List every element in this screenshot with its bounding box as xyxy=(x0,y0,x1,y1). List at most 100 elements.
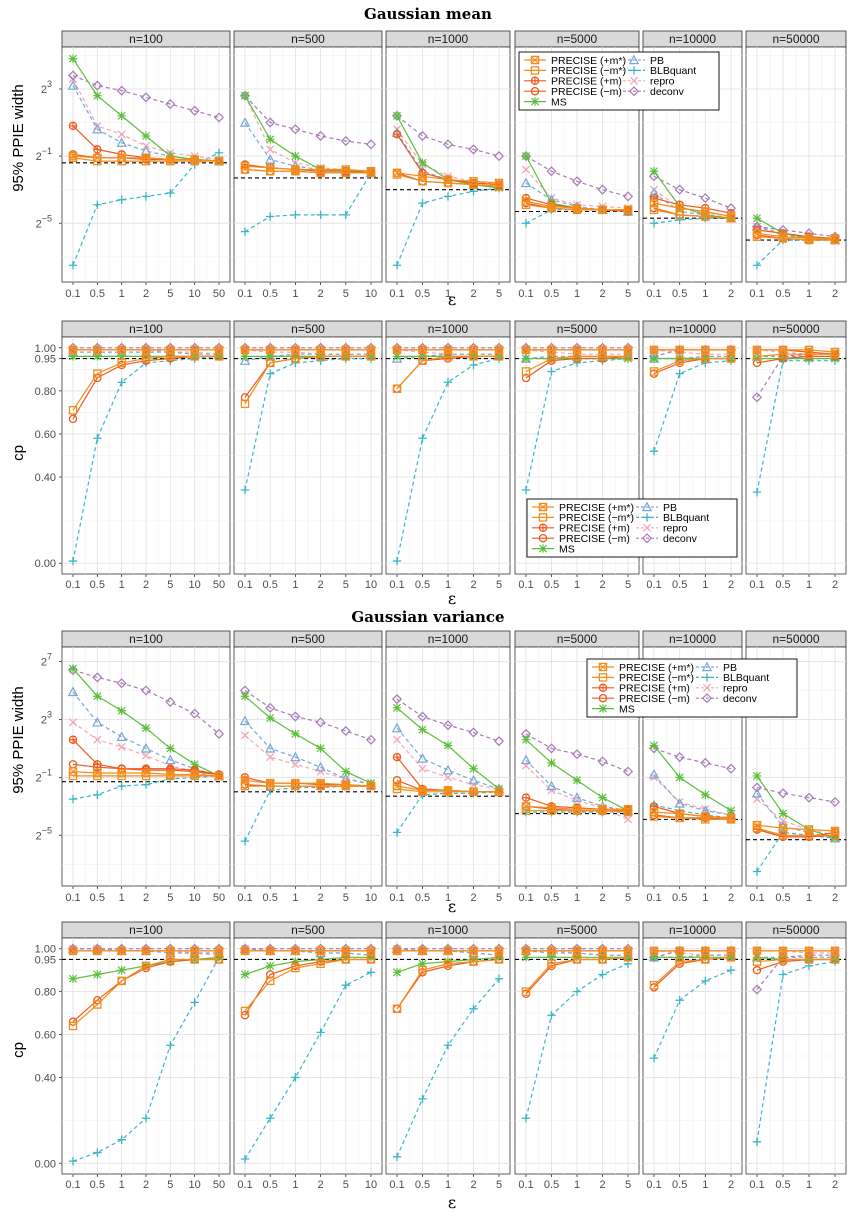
legend-label-blb: BLBquant xyxy=(663,512,709,524)
point-pb xyxy=(264,742,276,753)
y-ticks-mean_width: 2−5 2−1 23 xyxy=(36,79,62,230)
point-blb xyxy=(117,1135,126,1144)
point-ms xyxy=(392,352,402,361)
series-line-mm_star xyxy=(653,956,732,986)
panel-var_cp-3: n=5000 0.1 0.5 1 2 5 xyxy=(514,921,640,1191)
point-ms xyxy=(521,151,531,161)
legend-item-blb: BLBquant xyxy=(696,672,769,684)
ylabel-mean-cp: cp xyxy=(10,445,27,461)
y-tick-label: 23 xyxy=(41,709,52,726)
x-ticks: 0.1 0.5 1 2 xyxy=(646,282,734,300)
x-tick-label: 0.5 xyxy=(415,892,430,904)
point-pm_star xyxy=(316,165,325,174)
series-line-deconv xyxy=(653,747,732,770)
point-pm_star xyxy=(804,345,814,355)
point-pm_star xyxy=(547,345,556,355)
series-line-mm_star xyxy=(756,353,835,357)
series-pm_star xyxy=(521,345,633,355)
x-ticks: 0.1 0.5 1 2 xyxy=(749,1174,838,1191)
x-tick-label: 0.5 xyxy=(263,1179,278,1191)
point-pm_star xyxy=(701,812,710,821)
point-deconv xyxy=(700,757,711,768)
x-tick-label: 2 xyxy=(318,288,324,300)
x-tick-label: 2 xyxy=(143,1179,149,1191)
point-mm xyxy=(778,354,788,363)
legend-marker-pb xyxy=(701,661,713,672)
facet-label: n=5000 xyxy=(557,322,598,336)
point-pm_star xyxy=(93,345,102,355)
legend-marker-ms xyxy=(598,704,608,713)
point-ms xyxy=(366,953,376,962)
point-mm_star xyxy=(316,959,325,968)
row-var_width: 2−5 2−1 23 27 n=100 0.1 0.5 1 2 5 10 50 n=500 0.1 0.5 1… xyxy=(36,630,847,904)
gridlines xyxy=(643,938,742,1174)
x-tick-label: 0.1 xyxy=(749,579,764,591)
gridlines xyxy=(62,938,230,1174)
x-tick-label: 2 xyxy=(728,892,734,904)
legend-label-repro: repro xyxy=(650,76,675,88)
point-mm_star xyxy=(521,987,531,996)
point-pm_star xyxy=(443,786,453,795)
legend-marker-mm xyxy=(538,533,548,543)
x-tick-label: 0.5 xyxy=(672,579,687,591)
point-deconv xyxy=(239,90,251,101)
point-blb xyxy=(418,1094,427,1104)
point-mm_star xyxy=(701,212,710,221)
point-blb xyxy=(778,970,788,979)
series-line-blb xyxy=(653,804,732,819)
x-tick-label: 10 xyxy=(365,1179,377,1191)
point-blb xyxy=(752,487,762,497)
series-blb xyxy=(649,965,736,1063)
point-mm_star xyxy=(443,959,453,968)
point-ms xyxy=(675,354,684,363)
point-ms xyxy=(494,953,504,962)
legend-item-mm: PRECISE (−m) xyxy=(592,693,690,705)
series-line-mm_star xyxy=(756,827,835,836)
point-pm_star xyxy=(726,946,736,956)
point-pm_star xyxy=(623,946,633,956)
legend-marker-deconv xyxy=(628,86,640,97)
panel-var_width-2: n=1000 0.1 0.5 1 2 5 xyxy=(385,630,511,904)
facet-label: n=100 xyxy=(129,322,163,336)
y-tick-label: 0.80 xyxy=(35,386,56,398)
point-pm_star xyxy=(572,804,582,814)
x-tick-label: 2 xyxy=(832,892,838,904)
point-deconv xyxy=(290,711,301,722)
facet-label: n=100 xyxy=(129,32,163,46)
series-line-mm xyxy=(756,355,835,364)
point-ms xyxy=(418,725,427,734)
x-tick-label: 0.5 xyxy=(775,579,790,591)
x-tick-label: 0.1 xyxy=(646,892,661,904)
point-pb xyxy=(290,751,301,762)
point-pm_star xyxy=(701,946,710,956)
series-mm_star xyxy=(68,955,224,1031)
point-deconv xyxy=(391,694,403,705)
point-pm_star xyxy=(494,178,504,188)
series-line-mm xyxy=(653,814,732,820)
point-pm_star xyxy=(265,345,275,355)
point-mm_star xyxy=(778,955,788,964)
series-pm_star xyxy=(521,946,633,956)
series-line-pm xyxy=(756,828,836,838)
point-ms xyxy=(598,793,607,802)
legend-item-repro: repro xyxy=(636,523,688,535)
series-ms xyxy=(392,953,504,977)
series-pm_star xyxy=(752,345,840,357)
point-ms xyxy=(291,352,300,361)
point-blb xyxy=(266,786,275,795)
point-blb xyxy=(675,369,684,378)
legend-label-deconv: deconv xyxy=(663,533,698,545)
facet-label: n=10000 xyxy=(669,923,716,937)
x-ticks: 0.1 0.5 1 2 5 xyxy=(518,574,631,591)
point-pm_star xyxy=(166,770,175,779)
point-deconv xyxy=(315,130,326,142)
point-blb xyxy=(752,1137,762,1147)
point-pm_star xyxy=(572,946,582,956)
legend-item-pm_star: PRECISE (+m*) xyxy=(592,662,694,674)
x-tick-label: 0.1 xyxy=(65,288,80,300)
point-mm_star xyxy=(392,1004,402,1014)
legend-label-mm: PRECISE (−m) xyxy=(551,86,622,98)
point-blb xyxy=(68,261,78,270)
x-tick-label: 10 xyxy=(189,892,201,904)
